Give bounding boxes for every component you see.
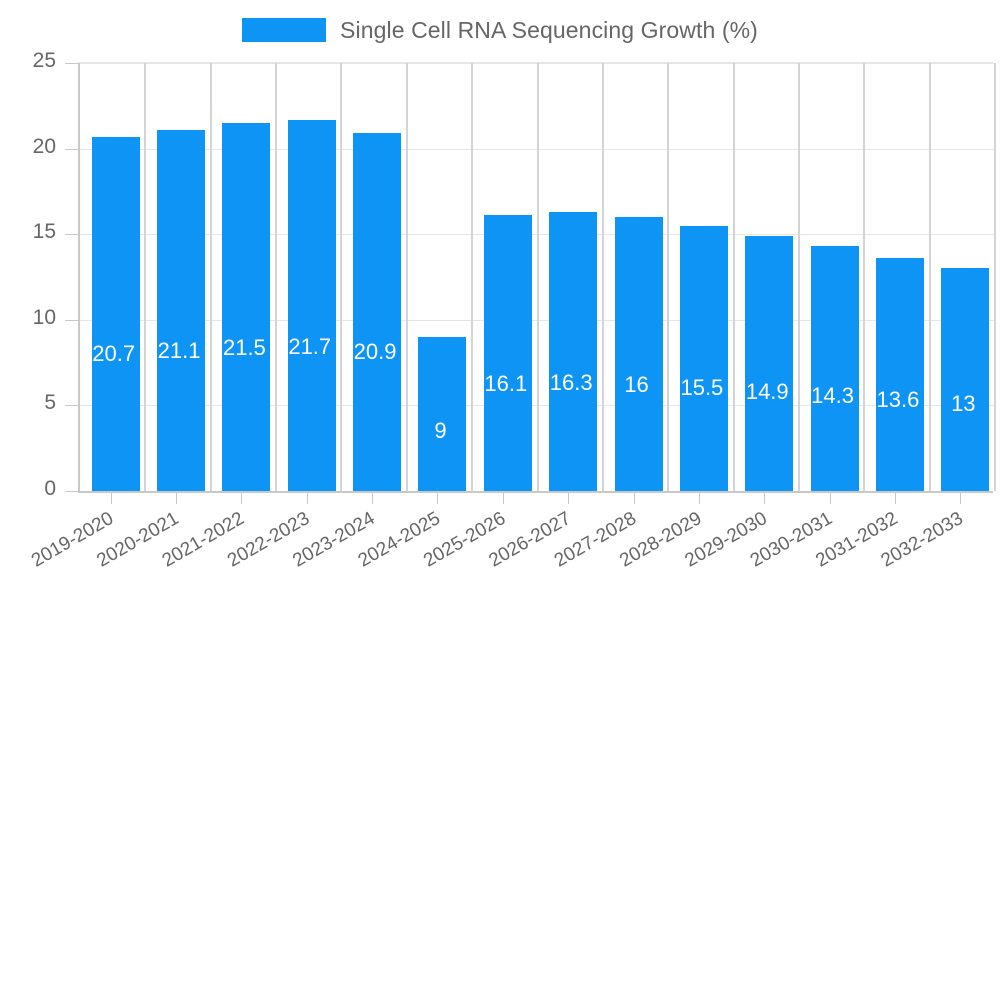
legend-item-single-cell-rna-sequencing-growth[interactable]: Single Cell RNA Sequencing Growth (%): [242, 17, 758, 44]
x-gridline: [667, 63, 670, 491]
x-tick-mark: [176, 491, 178, 504]
bar-value-label: 15.5: [680, 374, 724, 400]
bar-value-label: 20.7: [92, 340, 136, 366]
bar[interactable]: [941, 268, 990, 491]
bar[interactable]: [875, 258, 924, 491]
chart-legend: Single Cell RNA Sequencing Growth (%): [0, 10, 1000, 50]
y-tick-mark: [65, 491, 78, 492]
bar[interactable]: [679, 225, 728, 491]
bar-value-label: 16.3: [549, 369, 593, 395]
bar-value-label: 14.3: [811, 382, 854, 408]
bar[interactable]: [353, 133, 402, 491]
y-tick-label: 20: [32, 134, 56, 158]
x-tick-mark: [372, 491, 374, 504]
bar-value-label: 21.7: [288, 333, 332, 359]
y-tick-label: 10: [32, 305, 56, 329]
y-tick-label: 15: [32, 220, 56, 244]
x-gridline: [928, 63, 931, 491]
y-tick-mark: [65, 148, 78, 150]
bar-value-label: 13.6: [876, 387, 920, 413]
x-gridline: [797, 63, 800, 491]
x-tick-mark: [829, 491, 831, 504]
x-gridline: [405, 63, 408, 491]
x-tick-mark: [960, 491, 962, 504]
x-tick-mark: [568, 491, 570, 504]
x-tick-mark: [502, 491, 504, 504]
y-tick-label: 25: [32, 49, 56, 72]
y-tick-label: 0: [44, 477, 56, 500]
bar-value-label: 21.5: [222, 335, 266, 361]
x-axis-line: [78, 491, 993, 493]
x-tick-mark: [241, 491, 243, 504]
x-gridline: [536, 63, 539, 491]
plot-area: [78, 63, 996, 491]
y-tick-mark: [65, 319, 78, 321]
x-gridline: [863, 63, 866, 491]
bar[interactable]: [287, 119, 336, 491]
bar[interactable]: [745, 235, 794, 491]
y-tick-mark: [65, 405, 78, 407]
bar-value-label: 21.1: [157, 337, 201, 363]
bar[interactable]: [91, 136, 140, 491]
legend-color-swatch: [242, 18, 327, 42]
bar[interactable]: [549, 211, 598, 491]
y-tick-label: 5: [44, 391, 56, 415]
bar-chart: Single Cell RNA Sequencing Growth (%) 0 5…: [0, 10, 1000, 572]
bar[interactable]: [418, 336, 467, 491]
x-tick-mark: [698, 491, 700, 504]
y-tick-mark: [65, 63, 78, 64]
bar-value-label: 14.9: [745, 378, 789, 404]
x-gridline: [209, 63, 212, 491]
x-gridline: [144, 63, 147, 491]
x-tick-mark: [633, 491, 635, 504]
x-tick-mark: [894, 491, 896, 504]
bar[interactable]: [614, 217, 663, 491]
bar[interactable]: [810, 246, 859, 491]
x-gridline: [471, 63, 474, 491]
x-gridline: [340, 63, 343, 491]
x-gridline: [994, 63, 996, 491]
bar[interactable]: [483, 215, 532, 491]
bar-value-label: 16: [624, 371, 649, 397]
bar[interactable]: [157, 129, 206, 491]
x-tick-mark: [110, 491, 112, 504]
x-tick-mark: [306, 491, 308, 504]
legend-item-label: Single Cell RNA Sequencing Growth (%): [340, 16, 758, 43]
plot-top-gridline: [78, 62, 993, 63]
x-gridline: [601, 63, 604, 491]
x-gridline: [732, 63, 735, 491]
y-tick-mark: [65, 234, 78, 236]
bar-value-label: 20.9: [353, 339, 397, 365]
bar-value-label: 13: [951, 391, 976, 417]
x-tick-mark: [437, 491, 439, 504]
x-gridline: [275, 63, 278, 491]
x-tick-mark: [764, 491, 766, 504]
bar[interactable]: [222, 122, 271, 491]
bar-value-label: 16.1: [484, 370, 528, 396]
bar-value-label: 9: [434, 417, 447, 443]
